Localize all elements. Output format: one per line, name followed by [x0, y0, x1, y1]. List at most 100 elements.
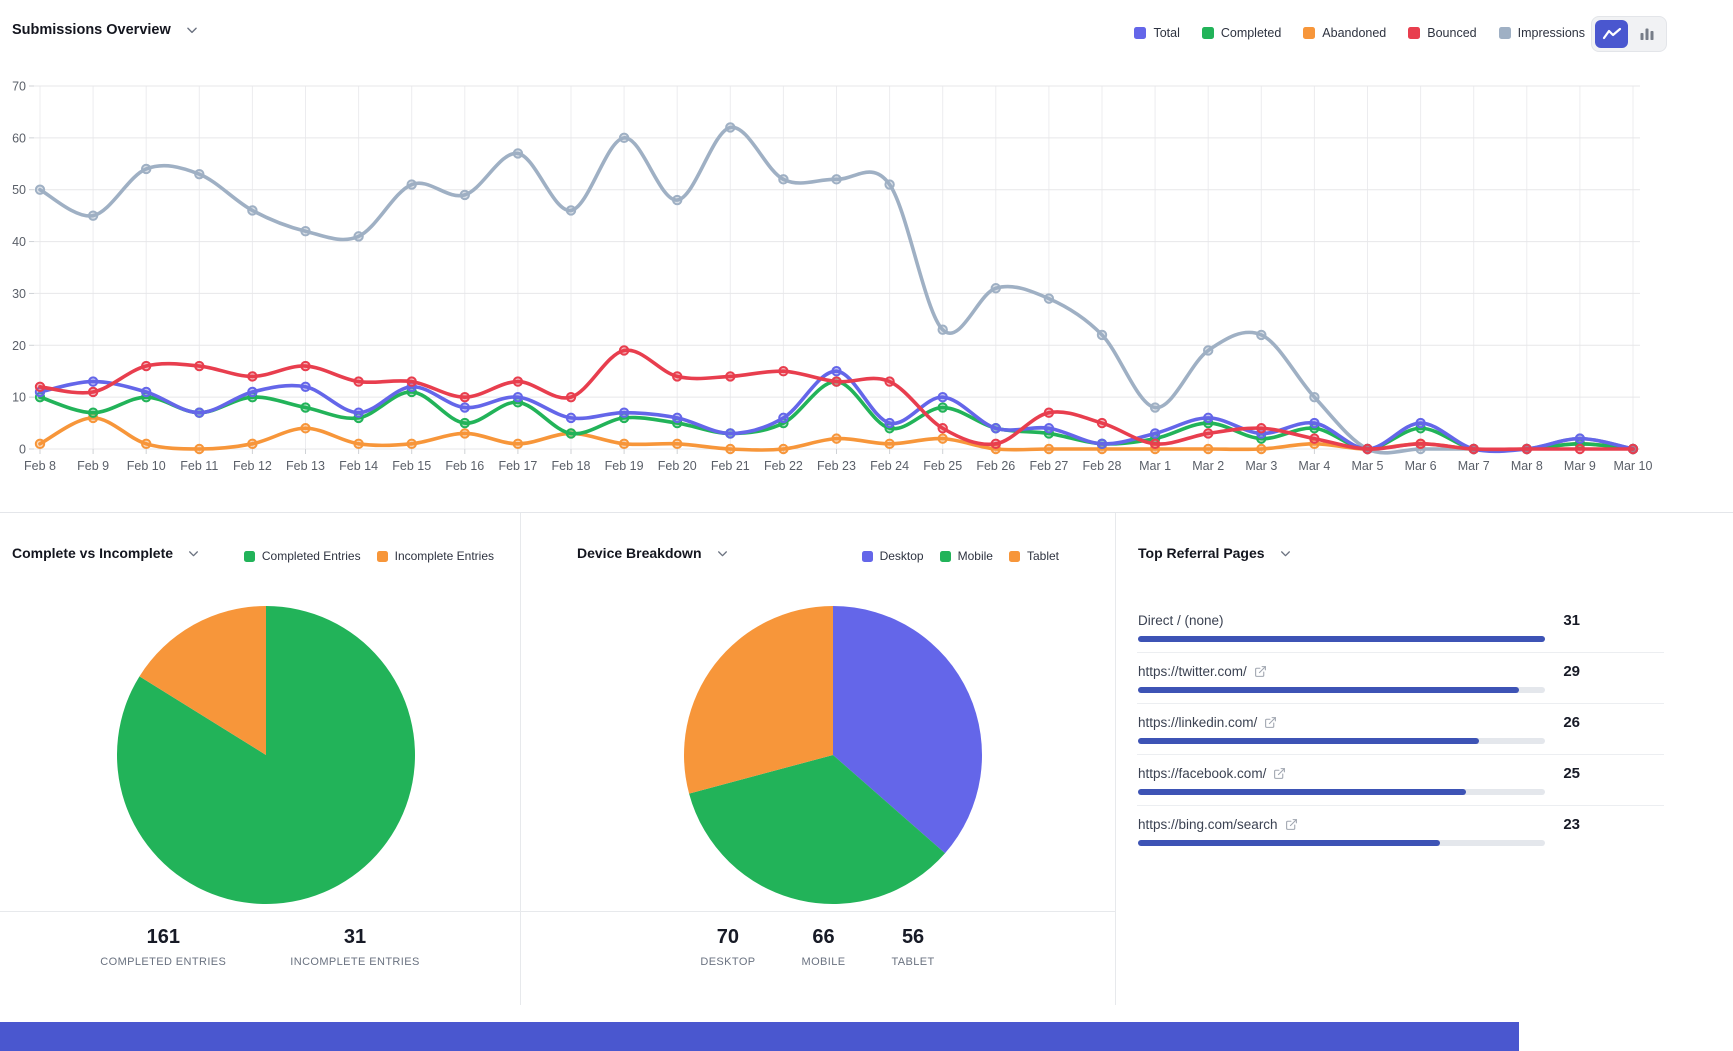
referral-count: 31: [1563, 612, 1580, 629]
referral-item-direct-none: Direct / (none) 31: [1138, 612, 1733, 642]
panel-title: Top Referral Pages: [1138, 545, 1265, 561]
external-link-icon: [1285, 819, 1297, 830]
stat-label: MOBILE: [801, 956, 846, 968]
svg-text:Mar 5: Mar 5: [1352, 459, 1384, 473]
pie-slice-mobile: [689, 755, 946, 904]
stat-completed-entries: 161 COMPLETED ENTRIES: [90, 926, 236, 968]
legend-item-mobile[interactable]: Mobile: [939, 549, 993, 563]
referral-item-https-linkedin-com: https://linkedin.com/26: [1138, 714, 1733, 744]
svg-text:Feb 17: Feb 17: [498, 459, 537, 473]
svg-text:30: 30: [12, 287, 26, 301]
referral-label-text: https://facebook.com/: [1138, 766, 1267, 781]
legend-label: Completed: [1220, 26, 1282, 40]
referral-link[interactable]: https://twitter.com/: [1138, 664, 1267, 679]
legend-label: Tablet: [1026, 549, 1059, 563]
submissions-overview-dropdown[interactable]: Submissions Overview: [12, 22, 199, 38]
svg-text:Feb 25: Feb 25: [923, 459, 962, 473]
stat-tablet: 56 TABLET: [881, 926, 944, 968]
device-breakdown-dropdown[interactable]: Device Breakdown: [577, 545, 729, 561]
referral-row: https://bing.com/search 23: [1138, 816, 1580, 833]
referral-bar-fill: [1138, 738, 1480, 744]
stat-value: 161: [146, 926, 180, 948]
svg-text:Feb 19: Feb 19: [605, 459, 644, 473]
referral-bar-fill: [1138, 636, 1545, 642]
svg-text:Feb 16: Feb 16: [445, 459, 484, 473]
stat-value: 31: [343, 926, 367, 948]
legend-item-abandoned[interactable]: Abandoned: [1303, 26, 1386, 40]
legend-label: Abandoned: [1322, 26, 1387, 40]
svg-text:20: 20: [12, 339, 26, 353]
svg-text:Mar 2: Mar 2: [1192, 459, 1224, 473]
complete-vs-incomplete-legend: Completed Entries Incomplete Entries: [243, 549, 494, 563]
complete-vs-incomplete-pie: [117, 606, 416, 904]
referral-item-https-facebook-com: https://facebook.com/25: [1138, 765, 1733, 795]
legend-label: Desktop: [879, 549, 924, 563]
svg-text:70: 70: [12, 80, 26, 94]
svg-text:Feb 28: Feb 28: [1083, 459, 1122, 473]
referral-label-text: https://bing.com/search: [1138, 817, 1278, 832]
svg-text:Feb 18: Feb 18: [552, 459, 591, 473]
legend-item-impressions[interactable]: Impressions: [1498, 26, 1585, 40]
svg-text:Feb 10: Feb 10: [127, 459, 166, 473]
top-referral-pages-panel: Top Referral Pages Direct / (none) 31 http…: [1115, 513, 1733, 1009]
svg-text:Feb 24: Feb 24: [870, 459, 909, 473]
legend-item-bounced[interactable]: Bounced: [1408, 26, 1477, 40]
svg-text:Feb 8: Feb 8: [24, 459, 56, 473]
legend-item-incomplete-entries[interactable]: Incomplete Entries: [376, 549, 494, 563]
legend-item-total[interactable]: Total: [1134, 26, 1180, 40]
legend-item-desktop[interactable]: Desktop: [861, 549, 924, 563]
series-line-bounced: [38, 348, 1635, 452]
referral-bar-track: [1138, 636, 1545, 642]
referral-label-text: https://twitter.com/: [1138, 664, 1247, 679]
referral-row: https://facebook.com/25: [1138, 765, 1580, 782]
legend-item-tablet[interactable]: Tablet: [1008, 549, 1059, 563]
submissions-line-chart: 0 10 20 30 40 50 60 70 Feb 8 Feb 9 Feb 10 Feb 11 Feb…: [12, 80, 1652, 474]
page-title: Submissions Overview: [12, 22, 171, 38]
legend-swatch-desktop: [861, 550, 873, 562]
referral-bar-track: [1138, 789, 1545, 795]
panel-title: Complete vs Incomplete: [12, 545, 174, 561]
svg-text:Mar 1: Mar 1: [1139, 459, 1171, 473]
pie-slice-desktop: [833, 606, 982, 854]
complete-vs-incomplete-dropdown[interactable]: Complete vs Incomplete: [12, 545, 200, 561]
referral-link[interactable]: https://facebook.com/: [1138, 766, 1286, 781]
svg-text:Feb 27: Feb 27: [1029, 459, 1068, 473]
referral-link[interactable]: https://linkedin.com/: [1138, 715, 1277, 730]
stat-label: TABLET: [891, 956, 935, 968]
legend-swatch-total: [1134, 27, 1147, 39]
referral-separator: [1137, 754, 1664, 755]
svg-text:40: 40: [12, 235, 26, 249]
top-referral-pages-dropdown[interactable]: Top Referral Pages: [1138, 545, 1292, 561]
device-breakdown-pie: [684, 606, 982, 904]
referral-bar-track: [1138, 687, 1545, 693]
referral-separator: [1137, 703, 1664, 704]
svg-text:Feb 22: Feb 22: [764, 459, 803, 473]
bar-chart-toggle-button[interactable]: [1630, 20, 1663, 48]
legend-item-completed-entries[interactable]: Completed Entries: [243, 549, 361, 563]
referral-count: 26: [1563, 714, 1580, 731]
legend-item-completed[interactable]: Completed: [1201, 26, 1282, 40]
bar-chart-icon: [1640, 28, 1653, 40]
line-chart-icon: [1602, 27, 1621, 40]
chevron-down-icon: [1280, 550, 1290, 556]
legend-swatch-incomplete-entries: [376, 550, 388, 562]
referral-label-text: Direct / (none): [1138, 613, 1224, 628]
svg-text:50: 50: [12, 183, 26, 197]
legend-swatch-tablet: [1008, 550, 1020, 562]
stat-desktop: 70 DESKTOP: [690, 926, 765, 968]
referral-count: 29: [1563, 663, 1580, 680]
line-chart-toggle-button[interactable]: [1595, 20, 1628, 48]
panel-divider: [520, 513, 521, 1005]
svg-text:Feb 26: Feb 26: [976, 459, 1015, 473]
stat-mobile: 66 MOBILE: [792, 926, 856, 968]
referral-bar-fill: [1138, 687, 1519, 693]
stat-label: DESKTOP: [700, 956, 756, 968]
stat-label: COMPLETED ENTRIES: [100, 956, 227, 968]
chevron-down-icon: [189, 550, 198, 556]
legend-label: Bounced: [1427, 26, 1477, 40]
referral-count: 25: [1563, 765, 1580, 782]
referral-row: https://linkedin.com/26: [1138, 714, 1580, 731]
svg-text:Feb 14: Feb 14: [339, 459, 378, 473]
referral-link[interactable]: https://bing.com/search: [1138, 817, 1298, 832]
